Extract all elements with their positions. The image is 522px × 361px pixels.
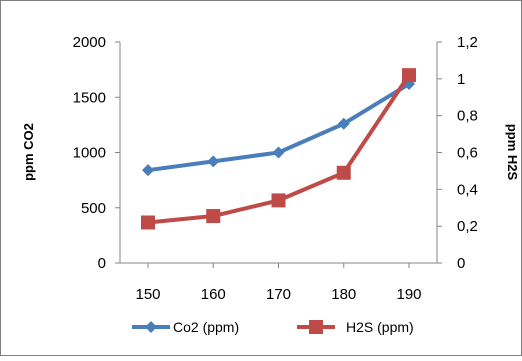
data-point-co2 (207, 155, 220, 168)
y-axis-left-label: ppm CO2 (21, 123, 36, 181)
x-tick-label: 150 (135, 286, 160, 303)
legend-marker-h2s (309, 320, 323, 334)
y-left-tick-label: 1000 (73, 145, 106, 162)
x-tick-label: 160 (201, 286, 226, 303)
y-left-tick-label: 500 (81, 200, 106, 217)
tick-labels: 0 500 1000 1500 2000 0 0,2 0,4 0,6 0,8 1 1,2 150 160 1… (73, 34, 478, 303)
data-point-co2 (272, 146, 285, 159)
y-right-tick-label: 0,6 (457, 145, 478, 162)
y-left-tick-label: 2000 (73, 34, 106, 51)
data-point-h2s (402, 68, 416, 83)
legend: Co2 (ppm) H2S (ppm) (132, 319, 414, 335)
x-tick-label: 180 (331, 286, 356, 303)
x-tick-label: 190 (396, 286, 421, 303)
x-tick-label: 170 (266, 286, 291, 303)
y-left-tick-label: 0 (98, 255, 106, 272)
legend-marker-co2 (145, 321, 157, 333)
y-right-tick-label: 1,2 (457, 34, 478, 51)
data-point-h2s (336, 165, 351, 180)
y-right-tick-label: 1 (457, 71, 465, 88)
data-point-h2s (271, 193, 286, 208)
data-point-co2 (142, 164, 154, 177)
legend-label-co2: Co2 (ppm) (173, 319, 239, 335)
data-point-h2s (141, 215, 155, 230)
axes (115, 41, 442, 268)
data-point-co2 (337, 117, 350, 130)
y-right-tick-label: 0,8 (457, 108, 478, 125)
y-right-tick-label: 0 (457, 255, 465, 272)
data-point-h2s (206, 209, 221, 224)
y-right-tick-label: 0,2 (457, 218, 478, 235)
y-axis-right-label: ppm H2S (505, 124, 520, 181)
y-left-tick-label: 1500 (73, 89, 106, 106)
y-right-tick-label: 0,4 (457, 181, 478, 198)
legend-label-h2s: H2S (ppm) (346, 319, 414, 335)
series (141, 68, 416, 230)
